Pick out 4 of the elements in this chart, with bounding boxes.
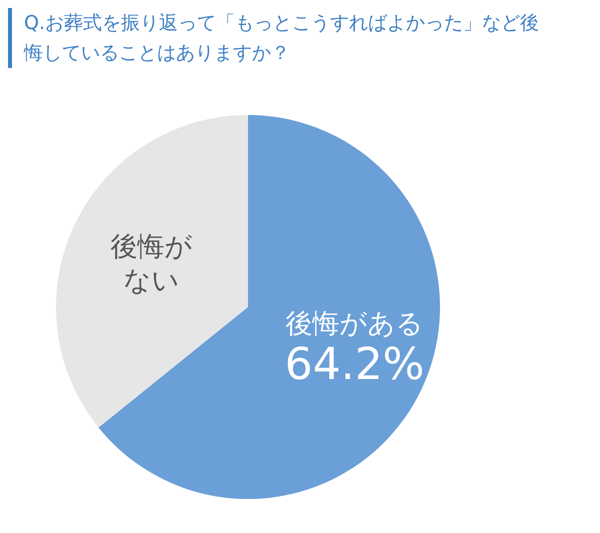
data-label: 64.2% bbox=[284, 338, 424, 390]
slice-label: 後悔がある bbox=[286, 308, 424, 340]
slice-label: 後悔がない bbox=[110, 232, 192, 297]
chart-title: Q.お葬式を振り返って「もっとこうすればよかった」など後悔していることはありますか？ bbox=[8, 8, 544, 68]
